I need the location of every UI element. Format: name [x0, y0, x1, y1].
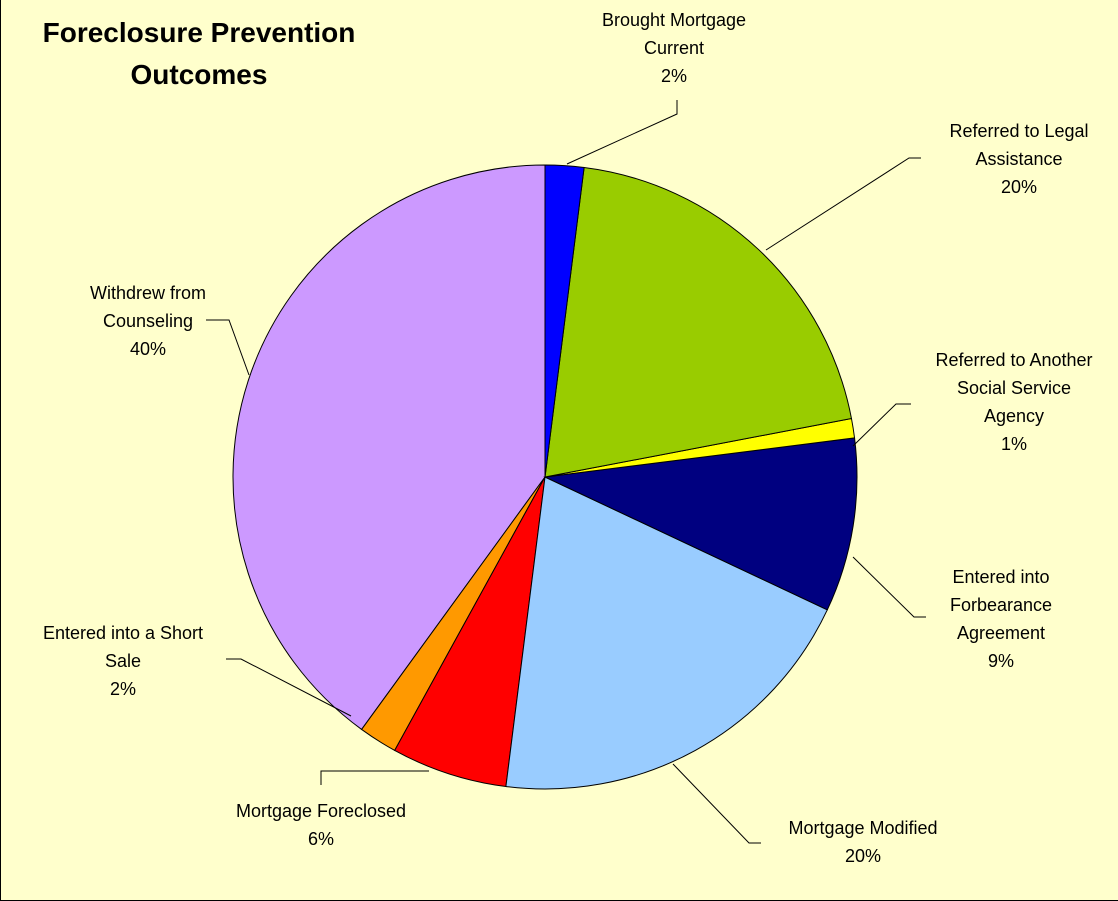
slice-value: 20% [1000, 177, 1038, 197]
slice-name: Brought Mortgage Current [601, 10, 747, 58]
leader-line [852, 556, 926, 618]
slice-label: Entered into a Short Sale 2% [43, 619, 203, 703]
slice-label: Referred to Legal Assistance 20% [949, 117, 1088, 201]
pie-slice [544, 164, 585, 478]
slice-value: 6% [307, 829, 334, 849]
slice-value: 9% [987, 651, 1014, 671]
slice-label: Entered into Forbearance Agreement 9% [950, 563, 1052, 675]
leader-line [226, 658, 352, 717]
slice-value: 20% [844, 846, 882, 866]
slice-value: 1% [1000, 434, 1028, 454]
pie-slice [505, 476, 828, 790]
slice-name: Referred to Another Social Service Agenc… [935, 350, 1093, 426]
leader-line [852, 403, 911, 447]
pie-slice [232, 164, 546, 731]
leader-line [672, 763, 761, 844]
slice-label: Mortgage Foreclosed 6% [236, 797, 406, 853]
leader-line [320, 770, 429, 785]
slice-label: Referred to Another Social Service Agenc… [935, 346, 1092, 458]
pie-slice [543, 437, 858, 611]
leader-line [765, 157, 921, 251]
slice-label: Mortgage Modified 20% [788, 814, 937, 870]
slice-value: 2% [109, 679, 137, 699]
slice-label: Brought Mortgage Current 2% [602, 6, 746, 90]
leader-lines [206, 100, 926, 844]
slice-name: Referred to Legal Assistance [949, 121, 1089, 169]
slice-value: 40% [129, 339, 167, 359]
slice-label: Withdrew from Counseling 40% [90, 279, 206, 363]
slice-name: Entered into Forbearance Agreement [949, 567, 1053, 643]
pie-slice [544, 166, 853, 478]
slice-name: Entered into a Short Sale [42, 623, 204, 671]
leader-line [566, 100, 678, 165]
slice-name: Mortgage Foreclosed [235, 801, 407, 821]
leader-line [206, 319, 250, 376]
slice-name: Withdrew from Counseling [89, 283, 207, 331]
slice-value: 2% [660, 66, 687, 86]
slice-name: Mortgage Modified [788, 818, 938, 838]
chart-title: Foreclosure Prevention Outcomes [42, 17, 356, 90]
